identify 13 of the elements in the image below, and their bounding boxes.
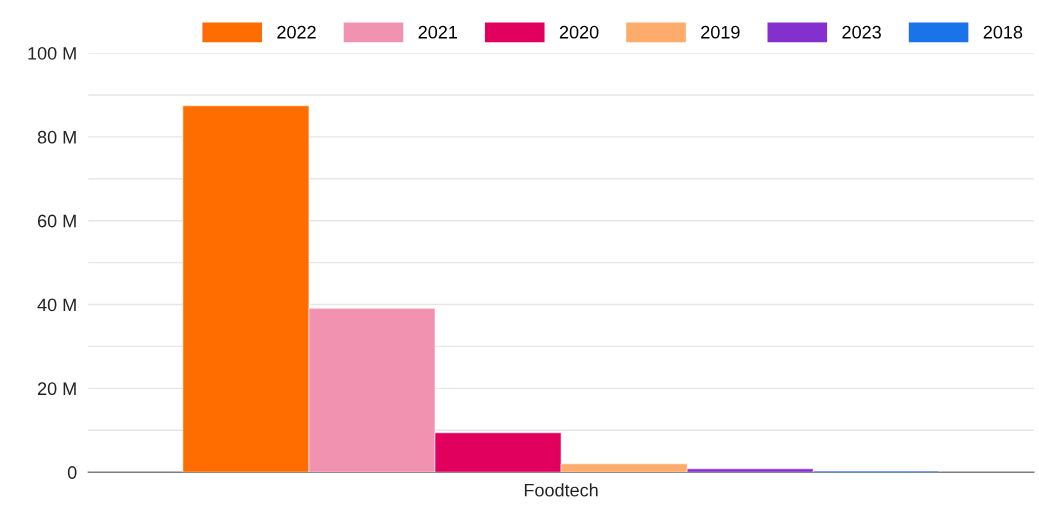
- legend-label: 2020: [559, 25, 599, 39]
- y-tick-label: 80 M: [37, 130, 76, 144]
- legend-label: 2022: [277, 25, 316, 39]
- legend-label: 2023: [842, 25, 881, 39]
- y-tick-label: 20 M: [37, 382, 76, 396]
- y-tick-label: 40 M: [37, 298, 76, 312]
- y-tick-label: 100 M: [28, 46, 76, 60]
- legend-label: 2018: [983, 25, 1023, 39]
- y-tick-label: 0: [67, 466, 77, 479]
- x-tick-label: Foodtech: [524, 483, 598, 497]
- legend-label: 2021: [418, 25, 457, 39]
- legend-label: 2019: [701, 25, 740, 39]
- y-tick-label: 60 M: [37, 214, 76, 228]
